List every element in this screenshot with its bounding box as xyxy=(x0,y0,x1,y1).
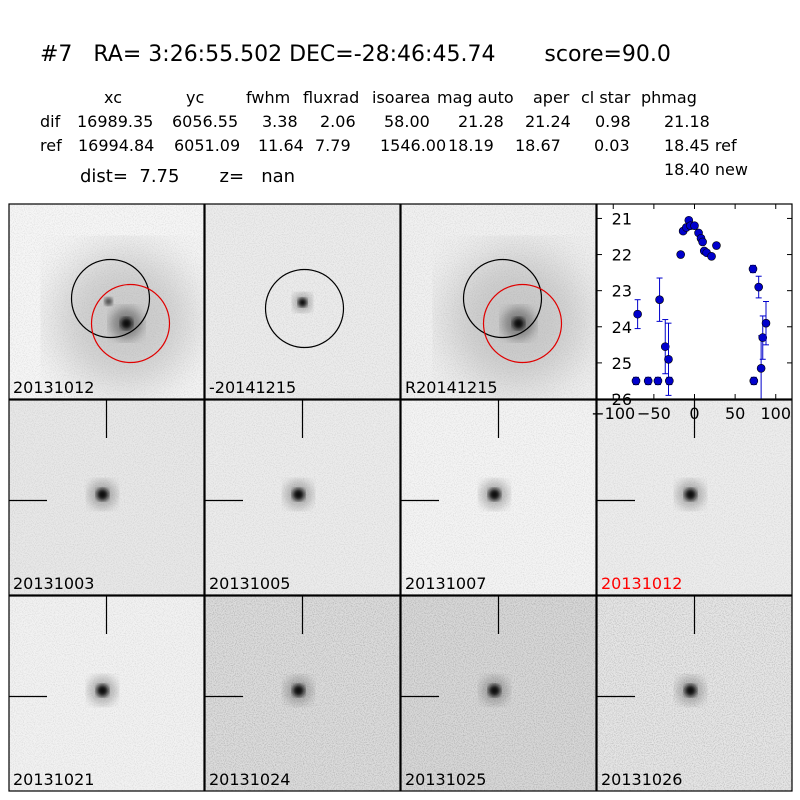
image-stamp xyxy=(8,595,205,792)
column-header: fwhm xyxy=(246,88,291,107)
image-stamp xyxy=(204,203,401,400)
row-value: 3.38 xyxy=(262,112,298,131)
phmag-new-value: 18.40 new xyxy=(664,160,748,179)
image-stamp xyxy=(204,399,401,596)
row-value: 18.67 xyxy=(515,136,561,155)
data-point xyxy=(655,295,664,304)
row-value: 0.03 xyxy=(594,136,630,155)
row-value: 21.18 xyxy=(664,112,710,131)
image-stamp xyxy=(400,399,597,596)
row-value: 1546.00 xyxy=(380,136,447,155)
x-tick-label: 100 xyxy=(760,404,791,423)
stamp-date-label: -20141215 xyxy=(209,378,297,397)
x-tick-label: −100 xyxy=(591,404,635,423)
light-curve-chart: 21 22 23 24 25 26−100 −50 0 50 100 xyxy=(591,203,793,423)
data-point xyxy=(712,241,721,250)
column-header: phmag xyxy=(641,88,697,107)
data-point xyxy=(660,342,670,351)
row-value: 16994.84 xyxy=(78,136,155,155)
data-point xyxy=(758,333,768,342)
stamp-date-label: 20131005 xyxy=(209,574,291,593)
y-tick-label: 26 xyxy=(612,390,632,409)
distance-redshift-line: dist= 7.75 z= nan xyxy=(80,166,296,187)
x-tick-label: 50 xyxy=(725,404,745,423)
row-value: 6056.55 xyxy=(172,112,239,131)
data-point xyxy=(631,376,641,386)
x-tick-label: 0 xyxy=(689,404,699,423)
data-point xyxy=(756,364,766,373)
stamp-date-label: 20131026 xyxy=(601,770,683,789)
row-value: 11.64 xyxy=(258,136,304,155)
y-tick-label: 23 xyxy=(612,282,632,301)
column-header: cl star xyxy=(581,88,631,107)
image-stamp xyxy=(8,203,205,400)
row-value: 2.06 xyxy=(320,112,356,131)
row-value: 58.00 xyxy=(384,112,430,131)
row-value: 7.79 xyxy=(315,136,351,155)
column-header: yc xyxy=(186,88,205,107)
data-point xyxy=(633,309,642,319)
stamp-date-label: 20131012 xyxy=(601,574,683,593)
data-point xyxy=(707,252,716,261)
data-point xyxy=(754,282,763,292)
data-point xyxy=(653,376,663,386)
data-point xyxy=(643,376,653,386)
y-tick-label: 21 xyxy=(612,209,632,228)
image-stamp xyxy=(596,399,793,596)
y-tick-label: 24 xyxy=(612,318,632,337)
stamp-date-label: R20141215 xyxy=(405,378,498,397)
x-tick-label: −50 xyxy=(637,404,671,423)
column-header: mag auto xyxy=(437,88,514,107)
row-value: 6051.09 xyxy=(174,136,241,155)
stamp-date-label: 20131021 xyxy=(13,770,95,789)
stamp-date-label: 20131025 xyxy=(405,770,487,789)
aperture-circle xyxy=(482,283,563,364)
aperture-circle xyxy=(264,268,345,349)
row-value: 21.24 xyxy=(525,112,571,131)
stamp-date-label: 20131024 xyxy=(209,770,291,789)
image-stamp xyxy=(400,595,597,792)
row-label: dif xyxy=(40,112,61,131)
aperture-circle xyxy=(90,283,171,364)
row-value: 0.98 xyxy=(595,112,631,131)
image-stamp xyxy=(204,595,401,792)
page-title: #7 RA= 3:26:55.502 DEC=-28:46:45.74 scor… xyxy=(40,42,671,67)
data-point xyxy=(748,264,758,274)
row-value: 21.28 xyxy=(458,112,504,131)
aperture-circle xyxy=(70,258,151,339)
column-header: isoarea xyxy=(372,88,431,107)
row-value: 18.45 ref xyxy=(664,136,737,155)
column-header: fluxrad xyxy=(303,88,360,107)
row-value: 18.19 xyxy=(448,136,494,155)
data-point xyxy=(664,354,673,364)
column-header: xc xyxy=(104,88,122,107)
data-point xyxy=(761,318,771,328)
aperture-circle xyxy=(462,258,543,339)
y-tick-label: 22 xyxy=(612,246,632,265)
data-point xyxy=(665,376,674,386)
stamp-date-label: 20131012 xyxy=(13,378,95,397)
image-stamp xyxy=(596,595,793,792)
image-stamp xyxy=(8,399,205,596)
y-tick-label: 25 xyxy=(612,354,632,373)
column-header: aper xyxy=(533,88,570,107)
data-point xyxy=(676,250,685,259)
image-stamp xyxy=(400,203,597,400)
data-point xyxy=(749,376,759,386)
stamp-date-label: 20131007 xyxy=(405,574,487,593)
data-point xyxy=(690,221,699,230)
row-label: ref xyxy=(40,136,62,155)
data-point xyxy=(698,237,707,247)
stamp-date-label: 20131003 xyxy=(13,574,95,593)
row-value: 16989.35 xyxy=(77,112,154,131)
